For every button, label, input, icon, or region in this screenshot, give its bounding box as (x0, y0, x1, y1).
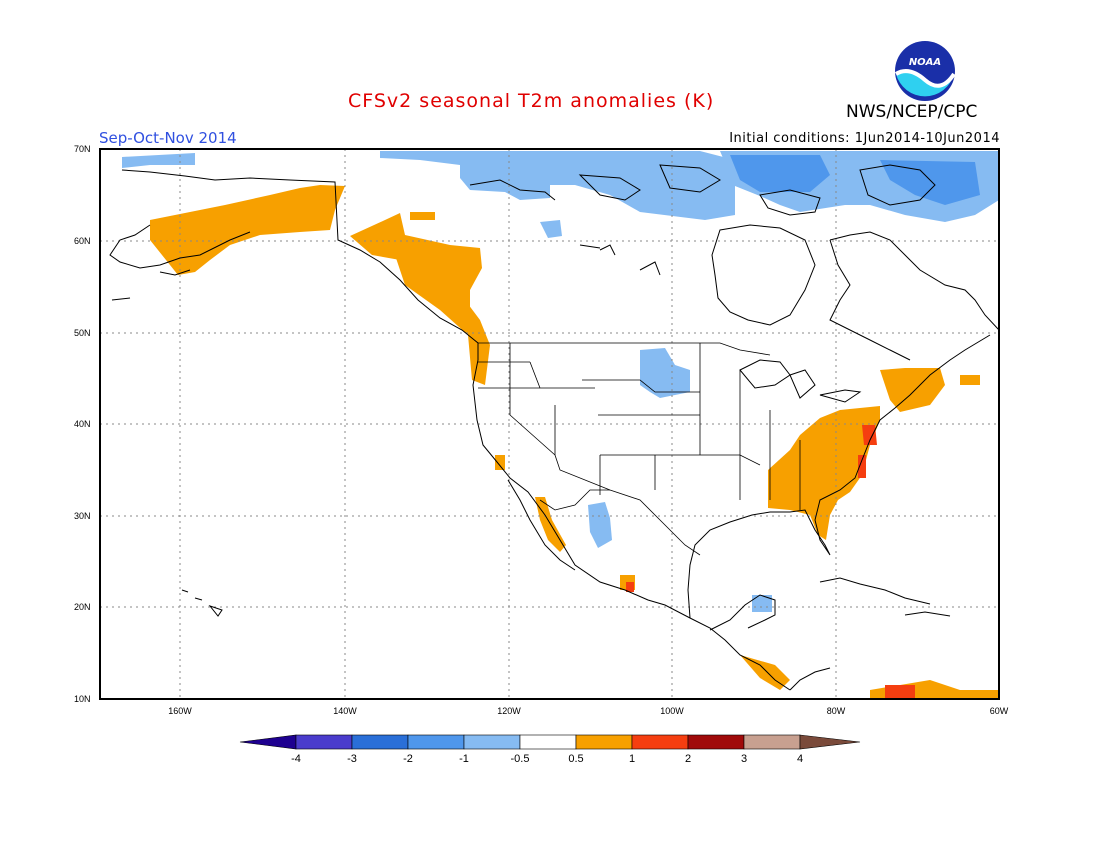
anomaly-patch-neg-arctic-east-strong2 (880, 160, 980, 205)
anomaly-patch-neg-arctic-mid (380, 151, 735, 220)
lat-labels: 70N 60N 50N 40N 30N 20N 10N (74, 144, 91, 704)
colorbar-tick-label: 0.5 (568, 753, 583, 765)
colorbar-tick-label: 2 (685, 753, 691, 765)
anomaly-patch-pos-strong-caribbean (885, 685, 915, 699)
colorbar-tick-label: 4 (797, 753, 803, 765)
anomaly-patch-pos-california (495, 455, 505, 470)
logo-text: NOAA (909, 57, 941, 68)
lon-label: 140W (333, 706, 357, 716)
initial-conditions-label: Initial conditions: 1Jun2014-10Jun2014 (729, 131, 1000, 146)
colorbar: -4 -3 -2 -1 -0.5 0.5 1 2 3 4 (239, 734, 861, 765)
anomaly-patch-pos-maritimes (960, 375, 980, 385)
anomaly-patch-pos-northeast (880, 368, 945, 412)
coastlines (109, 164, 999, 691)
lat-label: 60N (74, 236, 91, 246)
colorbar-arrow-right (799, 734, 861, 750)
anomaly-patch-neg-arctic-west (122, 153, 195, 168)
lat-label: 70N (74, 144, 91, 154)
anomaly-patches (122, 151, 999, 699)
lon-label: 60W (990, 706, 1009, 716)
organization-label: NWS/NCEP/CPC (846, 102, 978, 122)
lat-label: 10N (74, 694, 91, 704)
anomaly-patch-neg-mexico (588, 502, 612, 548)
colorbar-segment (407, 734, 465, 750)
season-label: Sep-Oct-Nov 2014 (99, 129, 237, 147)
colorbar-segment (743, 734, 801, 750)
colorbar-tick-label: -4 (291, 753, 301, 765)
colorbar-tick-label: -3 (347, 753, 357, 765)
lat-label: 20N (74, 602, 91, 612)
colorbar-segment (631, 734, 689, 750)
lon-label: 80W (827, 706, 846, 716)
lon-label: 160W (168, 706, 192, 716)
colorbar-segment (575, 734, 633, 750)
lat-label: 40N (74, 419, 91, 429)
lat-label: 30N (74, 511, 91, 521)
political-borders (478, 342, 801, 556)
lon-label: 100W (660, 706, 684, 716)
anomaly-patch-pos-strong-mexico (626, 582, 634, 592)
lon-label: 120W (497, 706, 521, 716)
colorbar-segment (463, 734, 521, 750)
colorbar-segment (519, 734, 577, 750)
noaa-logo: NOAA (894, 41, 956, 101)
colorbar-tick-label: 3 (741, 753, 747, 765)
colorbar-arrow-left (239, 734, 297, 750)
anomaly-patch-pos-east (768, 406, 880, 540)
map-frame (99, 148, 1000, 700)
anomaly-patch-pos-arctic-isle (410, 212, 435, 220)
colorbar-segment (687, 734, 745, 750)
anomaly-patch-pos-bc (395, 255, 490, 385)
anomaly-patch-neg-arctic-east-strong (730, 155, 830, 192)
anomaly-patch-pos-strong-midatlantic (862, 425, 877, 445)
map-gridlines (100, 149, 999, 699)
colorbar-tick-label: 1 (629, 753, 635, 765)
anomaly-patch-neg-yucatan (752, 595, 772, 612)
colorbar-tick-label: -2 (403, 753, 413, 765)
lat-label: 50N (74, 328, 91, 338)
anomaly-patch-neg-plains (640, 348, 690, 398)
anomaly-patch-pos-strong-carolina (858, 455, 866, 478)
colorbar-tick-label: -0.5 (511, 753, 530, 765)
anomaly-patch-pos-alaska (150, 185, 345, 275)
chart-title: CFSv2 seasonal T2m anomalies (K) (348, 90, 715, 112)
colorbar-segment (351, 734, 409, 750)
colorbar-tick-label: -1 (459, 753, 469, 765)
anomaly-patch-neg-hudson (540, 220, 562, 238)
lon-labels: 160W 140W 120W 100W 80W 60W (168, 706, 1009, 716)
colorbar-segment (295, 734, 353, 750)
